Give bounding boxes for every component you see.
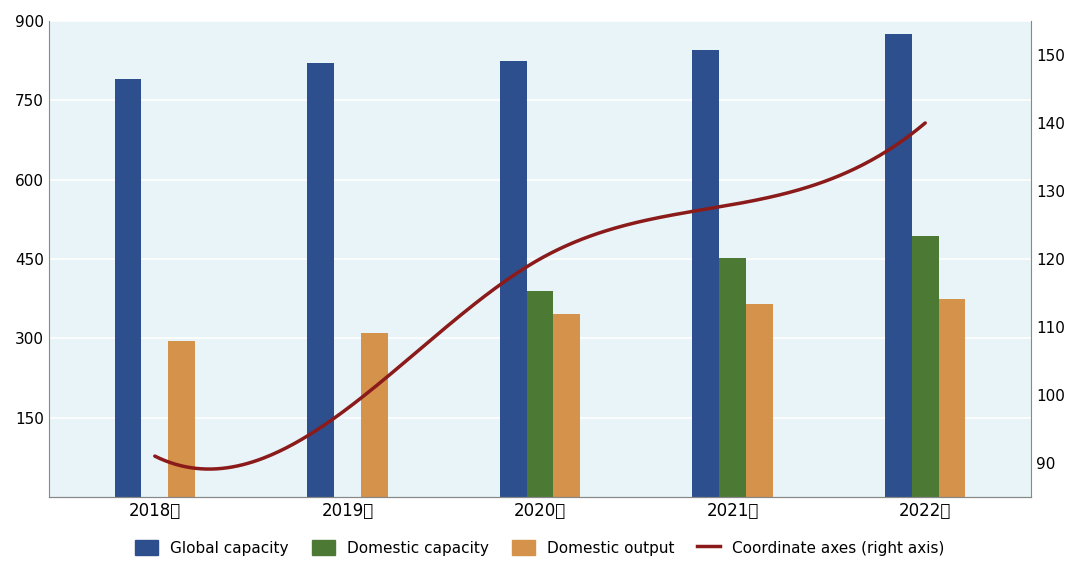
Bar	[746, 304, 772, 497]
Legend: Global capacity, Domestic capacity, Domestic output, Coordinate axes (right axis: Global capacity, Domestic capacity, Dome…	[130, 534, 950, 562]
Bar	[361, 333, 388, 497]
Bar	[114, 79, 141, 497]
Bar	[500, 60, 527, 497]
Bar	[939, 298, 966, 497]
Bar	[692, 50, 719, 497]
Bar	[168, 341, 194, 497]
Bar	[308, 63, 334, 497]
Bar	[912, 236, 939, 497]
Bar	[719, 258, 746, 497]
Bar	[553, 315, 580, 497]
Bar	[527, 291, 553, 497]
Bar	[886, 34, 912, 497]
